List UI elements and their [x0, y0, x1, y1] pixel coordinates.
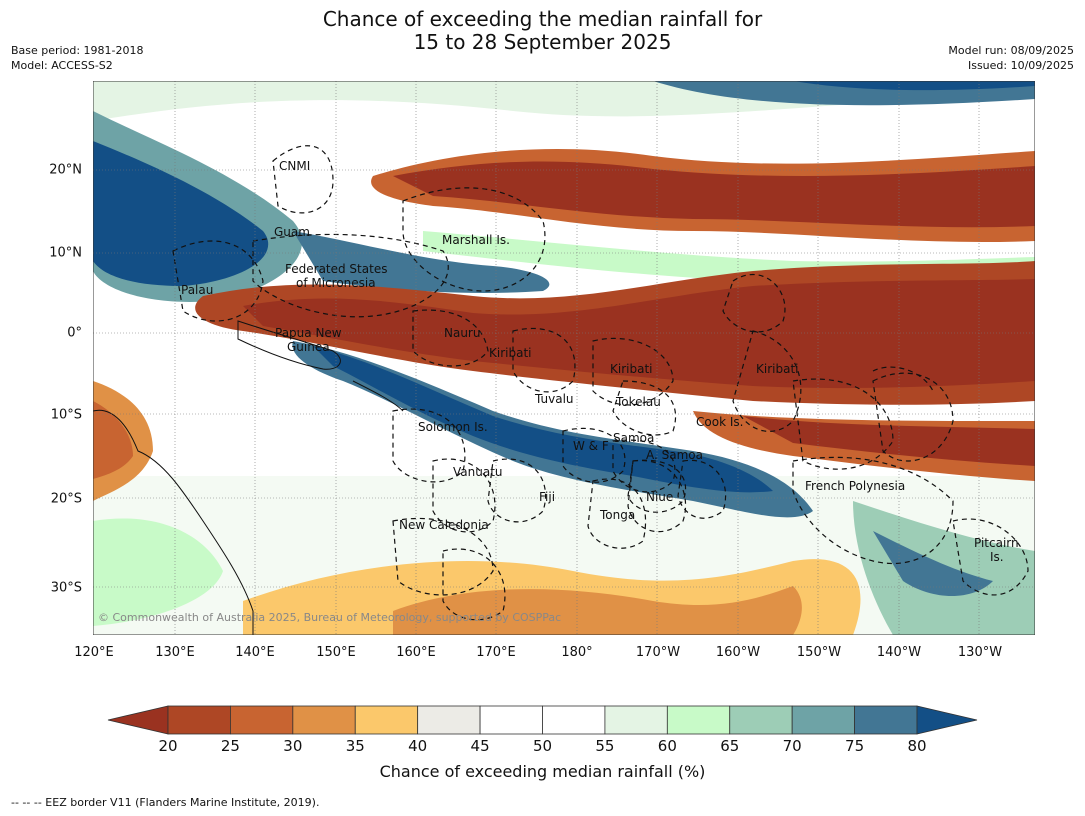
map-title: Chance of exceeding the median rainfall …	[0, 8, 1085, 54]
region-label: Kiribati	[610, 362, 652, 376]
lon-label: 180°	[561, 645, 593, 660]
colorbar-segment	[854, 705, 918, 735]
lat-label-10s: 10°S	[50, 407, 82, 423]
colorbar-tick-label: 65	[720, 737, 740, 755]
region-label: Fiji	[539, 490, 555, 504]
region-label: Samoa	[613, 431, 654, 445]
region-label: of Micronesia	[296, 276, 376, 290]
meta-left: Base period: 1981-2018 Model: ACCESS-S2	[11, 43, 143, 73]
base-period: Base period: 1981-2018	[11, 44, 144, 57]
colorbar-segment	[417, 705, 481, 735]
lon-label: 170°E	[476, 645, 516, 660]
colorbar-tick-label: 60	[657, 737, 677, 755]
colorbar-tick-label: 75	[845, 737, 865, 755]
lon-label: 130°W	[957, 645, 1003, 660]
meta-right: Model run: 08/09/2025 Issued: 10/09/2025	[948, 43, 1074, 73]
lat-label-20n: 20°N	[49, 162, 82, 178]
lon-label: 130°E	[155, 645, 195, 660]
colorbar-segment	[479, 705, 543, 735]
region-label: Pitcairn	[974, 536, 1019, 550]
region-label: Is.	[990, 550, 1004, 564]
region-label: Kiribati	[489, 346, 531, 360]
model-run: Model run: 08/09/2025	[948, 44, 1074, 57]
region-label: Tuvalu	[534, 392, 574, 406]
region-label: Guinea	[287, 340, 330, 354]
colorbar-tick-label: 30	[283, 737, 303, 755]
region-label: Guam	[274, 225, 310, 239]
region-label: Tokelau	[615, 395, 661, 409]
issued-date: Issued: 10/09/2025	[967, 59, 1074, 72]
colorbar-segment	[791, 705, 855, 735]
region-label: Vanuatu	[453, 465, 503, 479]
lat-label-10n: 10°N	[49, 245, 82, 261]
colorbar-segment	[542, 705, 606, 735]
model-name: Model: ACCESS-S2	[11, 59, 113, 72]
title-line-1: Chance of exceeding the median rainfall …	[322, 7, 763, 31]
colorbar-tick-label: 50	[532, 737, 553, 755]
colorbar-label: Chance of exceeding median rainfall (%)	[379, 762, 706, 781]
colorbar-segment	[729, 705, 793, 735]
colorbar-tick-label: 55	[595, 737, 615, 755]
region-label: CNMI	[279, 159, 310, 173]
region-label: French Polynesia	[805, 479, 905, 493]
region-label: Tonga	[599, 508, 635, 522]
region-label: Palau	[181, 283, 213, 297]
lon-label: 160°W	[715, 645, 761, 660]
colorbar-tick-label: 45	[470, 737, 490, 755]
colorbar-tick-label: 20	[158, 737, 178, 755]
colorbar-tick-label: 35	[345, 737, 365, 755]
region-label: Niue	[646, 490, 673, 504]
colorbar-segment	[666, 705, 731, 735]
rainfall-map: CNMI Guam Marshall Is. Federated States …	[93, 81, 1035, 635]
copyright-notice: © Commonwealth of Australia 2025, Bureau…	[98, 611, 561, 624]
lon-label: 120°E	[74, 645, 114, 660]
lat-label-0: 0°	[67, 325, 82, 341]
colorbar-tick-label: 25	[220, 737, 240, 755]
colorbar-tick-label: 80	[907, 737, 927, 755]
colorbar-segment	[292, 705, 356, 735]
eez-footnote: -- -- -- EEZ border V11 (Flanders Marine…	[11, 796, 320, 809]
colorbar-extend-low	[107, 705, 169, 735]
region-label: New Caledonia	[399, 518, 489, 532]
lon-label: 150°E	[316, 645, 356, 660]
colorbar-tick-label: 70	[782, 737, 802, 755]
lat-label-30s: 30°S	[50, 580, 82, 596]
region-label: W & F	[573, 439, 609, 453]
region-label: Kiribati	[756, 362, 798, 376]
colorbar-segment	[167, 705, 231, 735]
colorbar-tick-label: 40	[408, 737, 428, 755]
lon-label: 140°E	[235, 645, 275, 660]
lon-label: 170°W	[635, 645, 681, 660]
region-label: Federated States	[285, 262, 387, 276]
lon-label: 140°W	[876, 645, 922, 660]
colorbar-segment	[354, 705, 419, 735]
colorbar-extend-high	[916, 705, 978, 735]
lon-label: 160°E	[396, 645, 436, 660]
region-label: Marshall Is.	[442, 233, 510, 247]
title-line-2: 15 to 28 September 2025	[413, 30, 672, 54]
lon-label: 150°W	[796, 645, 842, 660]
lat-label-20s: 20°S	[50, 491, 82, 507]
region-label: Nauru	[444, 326, 480, 340]
region-label: A. Samoa	[646, 448, 703, 462]
colorbar-segment	[604, 705, 668, 735]
region-label: Cook Is.	[696, 415, 743, 429]
colorbar-segment	[230, 705, 294, 735]
map-canvas: CNMI Guam Marshall Is. Federated States …	[93, 81, 1035, 635]
region-label: Papua New	[275, 326, 342, 340]
region-label: Solomon Is.	[418, 420, 488, 434]
